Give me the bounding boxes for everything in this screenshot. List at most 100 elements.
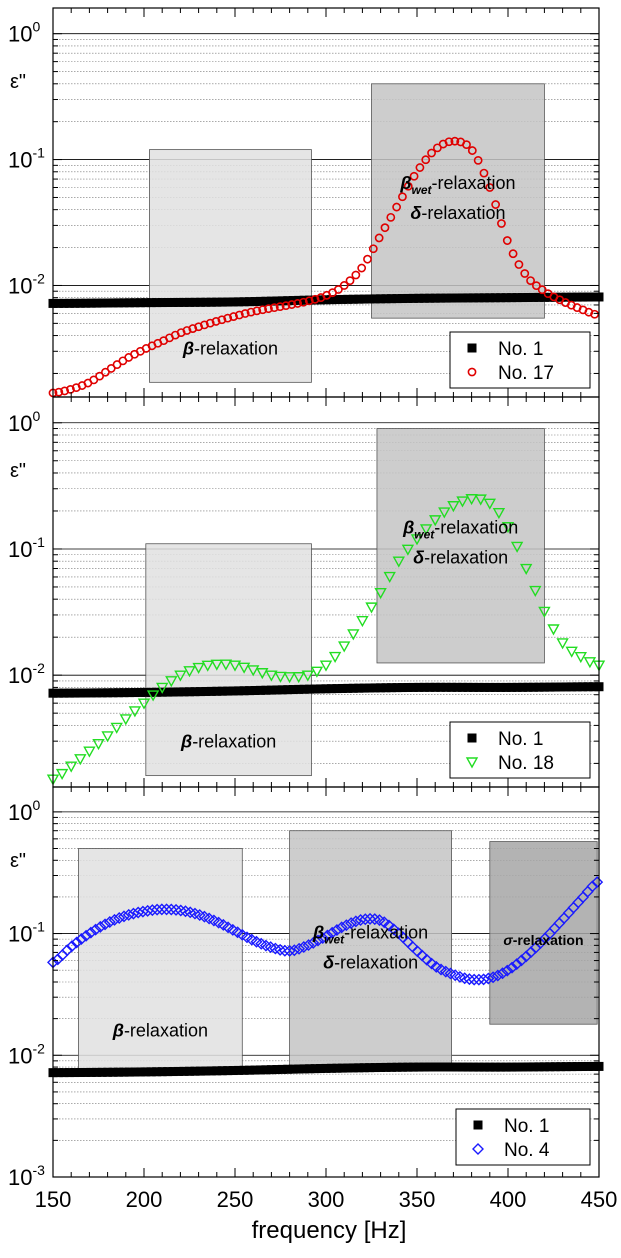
- data-point: [447, 293, 457, 303]
- data-point: [438, 507, 451, 519]
- data-point: [179, 1066, 189, 1076]
- data-point: [441, 682, 451, 692]
- y-tick-labels: 10-3 10-2 10-1 100: [8, 797, 599, 1190]
- data-point: [261, 685, 271, 695]
- data-point: [168, 1067, 178, 1077]
- data-point: [397, 683, 407, 693]
- data-point: [146, 690, 160, 702]
- data-point: [479, 682, 489, 692]
- data-point: [64, 688, 74, 698]
- data-point: [305, 684, 315, 694]
- data-point: [310, 294, 320, 304]
- region-label: βwet-relaxation: [312, 923, 428, 947]
- data-point: [485, 682, 495, 692]
- data-point: [506, 961, 518, 974]
- data-point: [474, 1062, 484, 1072]
- x-ticks: [52, 397, 600, 787]
- data-point: [132, 906, 145, 919]
- data-point: [523, 682, 533, 692]
- data-point: [278, 944, 291, 957]
- data-point: [261, 1065, 271, 1075]
- data-point: [502, 236, 512, 245]
- data-point: [256, 668, 269, 680]
- data-point: [419, 1062, 429, 1072]
- data-point: [174, 904, 187, 917]
- region-label: βwet-relaxation: [402, 518, 518, 542]
- data-point: [419, 293, 429, 303]
- y-axis-label: ε": [10, 71, 26, 93]
- data-point: [345, 276, 355, 286]
- data-point: [223, 313, 233, 323]
- data-point: [523, 1062, 533, 1072]
- data-point: [387, 683, 397, 693]
- data-point: [92, 298, 102, 308]
- data-point: [447, 1062, 457, 1072]
- data-point: [387, 294, 397, 304]
- data-point: [501, 1062, 511, 1072]
- region-label: β-relaxation: [180, 732, 276, 752]
- data-point: [561, 1062, 571, 1072]
- data-point: [206, 1066, 216, 1076]
- data-point: [397, 1062, 407, 1072]
- data-point: [250, 685, 260, 695]
- data-point: [474, 682, 484, 692]
- data-point: [512, 293, 522, 303]
- data-point: [492, 508, 506, 520]
- data-point: [201, 297, 211, 307]
- data-point: [501, 293, 511, 303]
- data-point: [485, 183, 495, 192]
- data-point: [182, 326, 192, 335]
- data-point: [520, 950, 533, 963]
- legend-label: No. 18: [498, 753, 554, 774]
- data-point: [321, 929, 334, 942]
- x-axis: 150 200 250 300 350 400 450 frequency [Hz]: [35, 1187, 618, 1244]
- data-point: [97, 298, 107, 308]
- data-point: [414, 682, 424, 692]
- data-point: [246, 307, 256, 317]
- data-point: [332, 1063, 342, 1073]
- data-point: [185, 687, 194, 697]
- data-point: [518, 293, 528, 303]
- data-point: [80, 929, 93, 942]
- data-point: [252, 306, 262, 316]
- data-point: [265, 670, 278, 682]
- x-tick-label: 450: [581, 1187, 618, 1212]
- data-point: [383, 571, 396, 584]
- data-point: [345, 917, 358, 930]
- data-point: [228, 686, 238, 696]
- data-point: [337, 683, 347, 693]
- data-point: [234, 310, 244, 320]
- data-point: [255, 937, 268, 950]
- data-point: [190, 687, 200, 697]
- data-point: [447, 682, 457, 692]
- data-point: [578, 682, 588, 692]
- data-point: [245, 1065, 255, 1075]
- data-point: [165, 903, 178, 916]
- data-point: [135, 298, 145, 308]
- data-point: [108, 913, 121, 926]
- data-point: [556, 638, 569, 650]
- data-point: [206, 297, 216, 307]
- data-point: [217, 315, 227, 325]
- y-tick-label: 10-2: [8, 1040, 45, 1068]
- data-point: [441, 1062, 451, 1072]
- data-point: [269, 303, 279, 313]
- legend: No. 1 No. 4: [455, 1108, 591, 1166]
- y-tick-label: 10-3: [8, 1162, 45, 1190]
- data-point: [237, 662, 251, 674]
- y-tick-label: 10-2: [8, 660, 45, 688]
- data-point: [157, 298, 167, 308]
- data-point: [97, 1067, 107, 1077]
- data-point: [316, 1064, 326, 1074]
- data-point: [463, 293, 473, 303]
- data-point: [403, 682, 413, 692]
- data-point: [528, 682, 538, 692]
- data-point: [452, 682, 462, 692]
- data-point: [59, 298, 69, 308]
- relaxation-region: [376, 428, 545, 664]
- data-point: [137, 698, 151, 710]
- data-point: [119, 298, 129, 308]
- data-point: [168, 297, 178, 307]
- x-tick-label: 250: [217, 1187, 254, 1212]
- data-point: [103, 298, 113, 308]
